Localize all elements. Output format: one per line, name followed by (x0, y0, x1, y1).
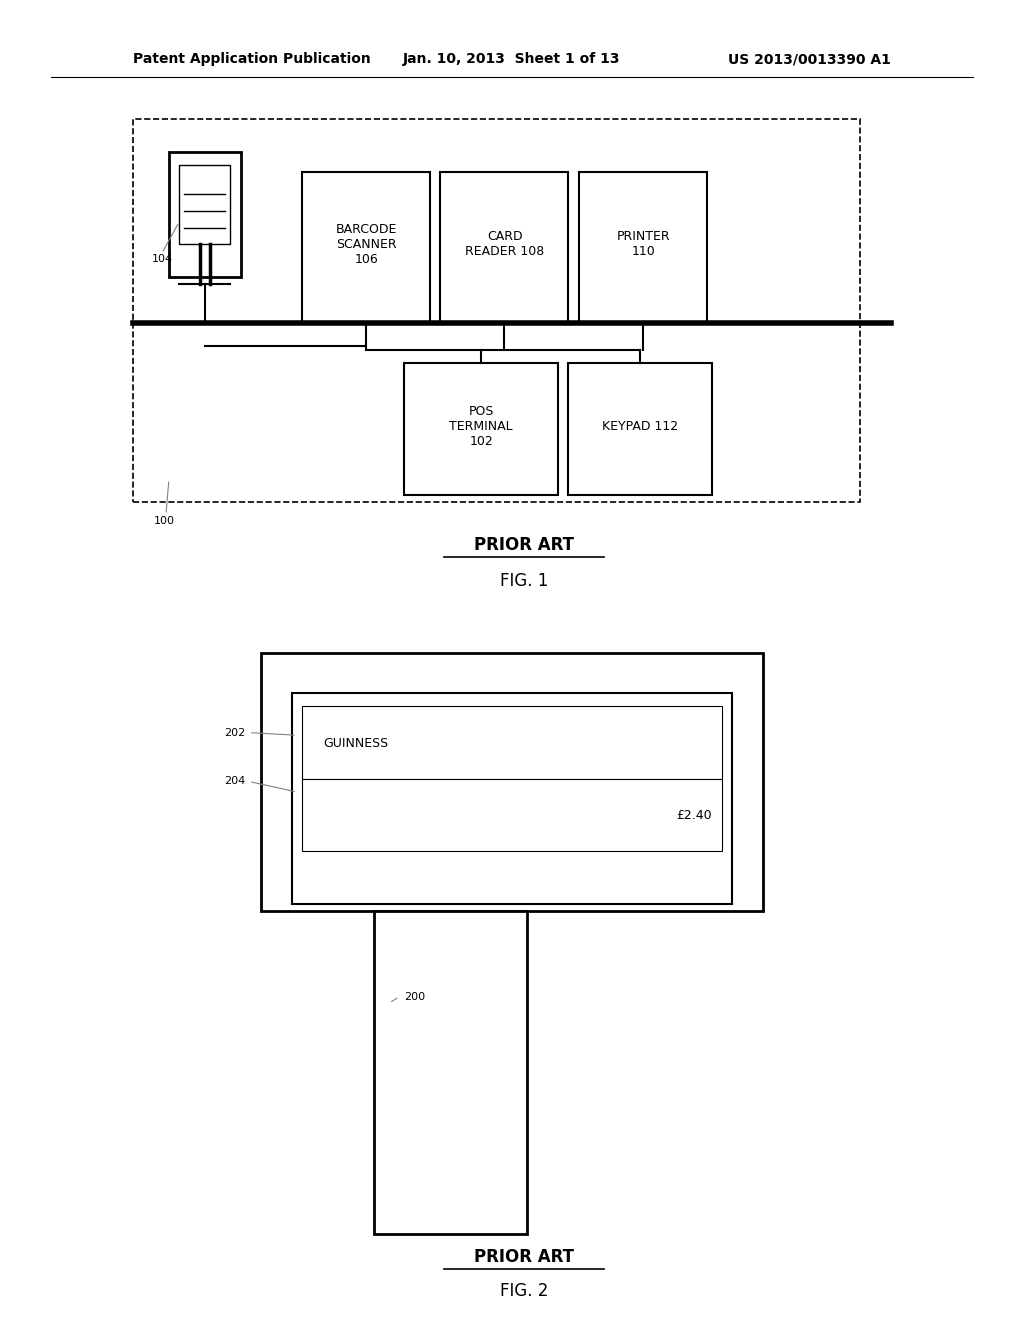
Bar (404, 363, 558, 495)
Bar (169, 152, 241, 277)
Bar (292, 693, 732, 904)
Text: 100: 100 (154, 516, 175, 527)
Bar (133, 119, 860, 502)
Text: KEYPAD 112: KEYPAD 112 (602, 420, 678, 433)
Text: £2.40: £2.40 (676, 809, 712, 822)
Text: POS
TERMINAL
102: POS TERMINAL 102 (450, 405, 513, 447)
Bar (440, 172, 568, 323)
Text: GUINNESS: GUINNESS (324, 737, 389, 750)
Text: FIG. 2: FIG. 2 (500, 1282, 549, 1300)
Text: 202: 202 (224, 727, 246, 738)
Text: PRIOR ART: PRIOR ART (474, 536, 574, 554)
Text: PRIOR ART: PRIOR ART (474, 1247, 574, 1266)
Bar (374, 911, 527, 1234)
Bar (302, 172, 430, 323)
Text: FIG. 1: FIG. 1 (500, 572, 549, 590)
Text: US 2013/0013390 A1: US 2013/0013390 A1 (728, 53, 891, 66)
Bar (261, 653, 763, 911)
Text: 104: 104 (152, 253, 173, 264)
Bar (579, 172, 707, 323)
Bar (302, 706, 722, 779)
Text: 200: 200 (404, 991, 426, 1002)
Text: BARCODE
SCANNER
106: BARCODE SCANNER 106 (336, 223, 397, 265)
Text: CARD
READER 108: CARD READER 108 (465, 230, 545, 259)
Text: 204: 204 (224, 776, 246, 787)
Bar (179, 165, 230, 244)
Text: Patent Application Publication: Patent Application Publication (133, 53, 371, 66)
Text: PRINTER
110: PRINTER 110 (616, 230, 670, 259)
Bar (302, 779, 722, 851)
Text: Jan. 10, 2013  Sheet 1 of 13: Jan. 10, 2013 Sheet 1 of 13 (403, 53, 621, 66)
Bar (568, 363, 712, 495)
